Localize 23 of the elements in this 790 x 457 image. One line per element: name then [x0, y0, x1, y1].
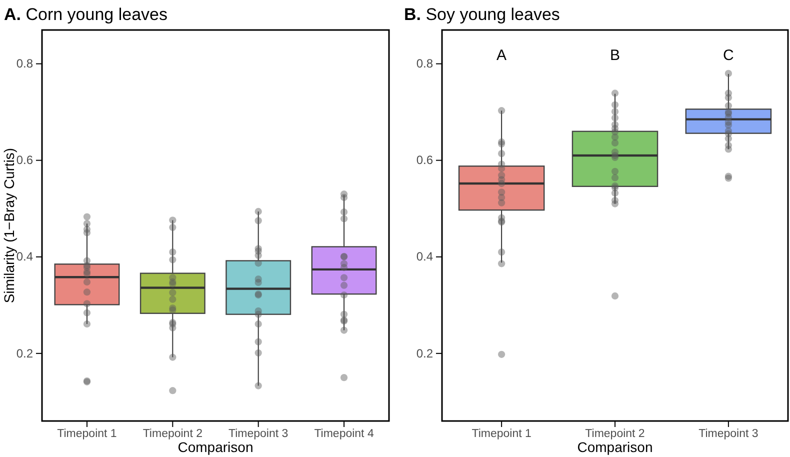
- y-tick-label: 0.2: [416, 346, 434, 360]
- x-axis-title: Comparison: [577, 439, 653, 455]
- x-tick-label: Timepoint 3: [698, 428, 758, 440]
- x-tick-label: Timepoint 4: [314, 428, 374, 440]
- y-axis-title: Similarity (1−Bray Curtis): [1, 148, 17, 304]
- y-tick-label: 0.6: [416, 153, 434, 168]
- x-tick-label: Timepoint 3: [228, 428, 288, 440]
- x-tick-label: Timepoint 2: [142, 428, 202, 440]
- annotation: B: [610, 46, 620, 64]
- x-tick-label: Timepoint 1: [472, 428, 532, 440]
- y-tick-label: 0.4: [416, 250, 434, 264]
- annotation: C: [723, 46, 734, 64]
- x-tick-label: Timepoint 2: [585, 428, 645, 440]
- y-tick-label: 0.4: [16, 250, 34, 264]
- annotation: A: [496, 46, 507, 64]
- x-tick-label: Timepoint 1: [57, 428, 117, 440]
- y-tick-label: 0.6: [16, 153, 34, 168]
- y-tick-label: 0.8: [16, 56, 34, 71]
- y-tick-label: 0.8: [416, 56, 434, 71]
- chart-title: B. Soy young leaves: [404, 5, 560, 24]
- chart-title: A. Corn young leaves: [4, 5, 168, 24]
- x-axis-title: Comparison: [178, 439, 254, 455]
- y-tick-label: 0.2: [16, 346, 34, 360]
